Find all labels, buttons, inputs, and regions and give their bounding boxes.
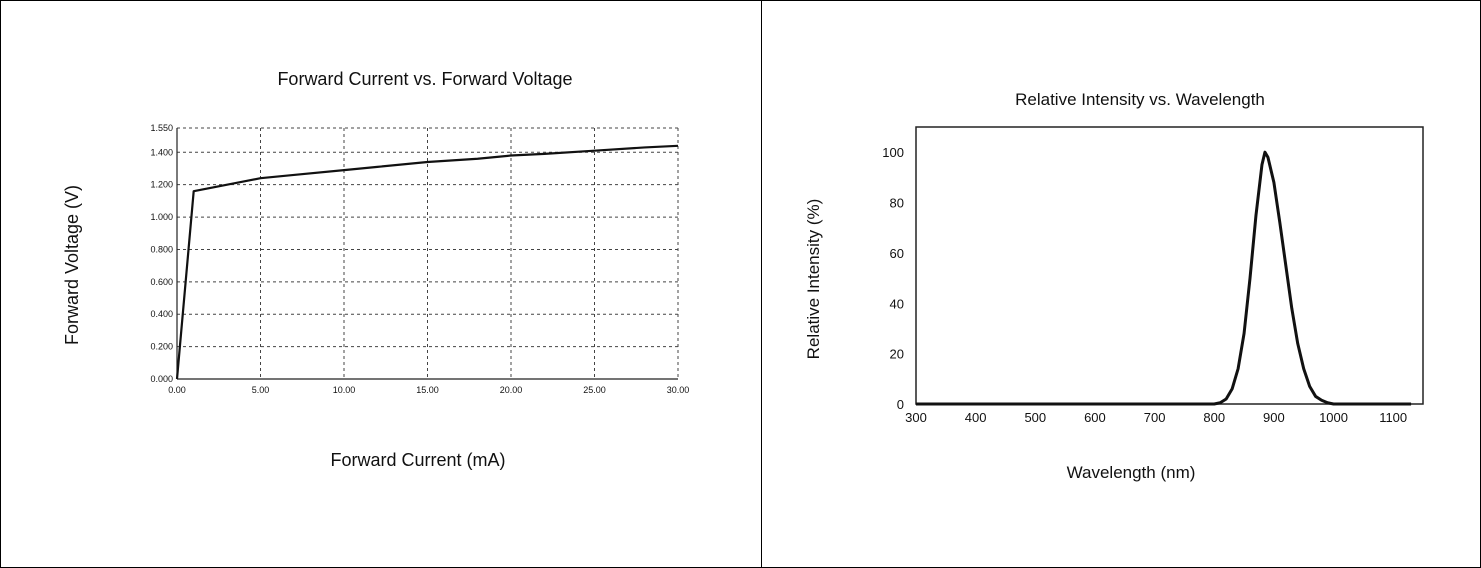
- y-tick-label: 20: [890, 347, 904, 362]
- y-tick-labels: 0 20 40 60 80 100: [882, 145, 904, 412]
- y-tick-label: 1.200: [150, 180, 173, 190]
- x-axis-label: Wavelength (nm): [1067, 463, 1196, 482]
- y-tick-label: 80: [890, 196, 904, 211]
- grid: [176, 127, 679, 380]
- x-tick-label: 1100: [1379, 410, 1407, 425]
- x-tick-label: 15.00: [416, 385, 439, 395]
- relative-intensity-chart: Relative Intensity vs. Wavelength Relati…: [804, 90, 1424, 482]
- x-tick-label: 500: [1024, 410, 1046, 425]
- x-axis-label: Forward Current (mA): [330, 450, 505, 470]
- series-group: [175, 144, 679, 380]
- y-tick-label: 1.400: [150, 147, 173, 157]
- x-tick-label: 1000: [1319, 410, 1348, 425]
- x-tick-label: 25.00: [583, 385, 606, 395]
- x-tick-label: 5.00: [252, 385, 270, 395]
- y-tick-label: 0.400: [150, 309, 173, 319]
- x-tick-label: 600: [1084, 410, 1106, 425]
- axes: [176, 128, 678, 380]
- y-tick-label: 0.000: [150, 374, 173, 384]
- x-tick-labels: 0.00 5.00 10.00 15.00 20.00 25.00 30.00: [168, 385, 689, 395]
- x-tick-label: 700: [1144, 410, 1166, 425]
- series-line-0: [175, 144, 679, 380]
- x-tick-label: 800: [1203, 410, 1225, 425]
- series-group: [916, 150, 1412, 406]
- y-axis-label: Forward Voltage (V): [62, 185, 82, 345]
- y-tick-label: 0.200: [150, 342, 173, 352]
- plot-frame: [915, 126, 1424, 405]
- chart-title: Forward Current vs. Forward Voltage: [277, 69, 572, 89]
- x-tick-label: 30.00: [667, 385, 690, 395]
- y-tick-label: 0.800: [150, 244, 173, 254]
- y-tick-label: 40: [890, 296, 904, 311]
- x-tick-label: 0.00: [168, 385, 186, 395]
- x-tick-label: 900: [1263, 410, 1285, 425]
- y-tick-label: 60: [890, 246, 904, 261]
- left-cell: Forward Current vs. Forward Voltage Forw…: [0, 0, 762, 568]
- forward-voltage-chart: Forward Current vs. Forward Voltage Forw…: [62, 69, 689, 470]
- x-tick-label: 400: [965, 410, 987, 425]
- y-tick-label: 1.550: [150, 123, 173, 133]
- y-tick-label: 0.600: [150, 277, 173, 287]
- y-tick-labels: 0.000 0.200 0.400 0.600 0.800 1.000 1.200 1.400…: [150, 123, 173, 384]
- x-tick-label: 10.00: [333, 385, 356, 395]
- y-tick-label: 1.000: [150, 212, 173, 222]
- y-tick-label: 100: [882, 145, 904, 160]
- y-tick-label: 0: [897, 397, 904, 412]
- right-cell: Relative Intensity vs. Wavelength Relati…: [761, 0, 1481, 568]
- chart-title: Relative Intensity vs. Wavelength: [1015, 90, 1265, 109]
- x-tick-label: 300: [905, 410, 927, 425]
- x-tick-labels: 300 400 500 600 700 800 900 1000 1100: [905, 410, 1407, 425]
- y-axis-label: Relative Intensity (%): [804, 199, 823, 360]
- series-line-0: [916, 150, 1412, 406]
- x-tick-label: 20.00: [500, 385, 523, 395]
